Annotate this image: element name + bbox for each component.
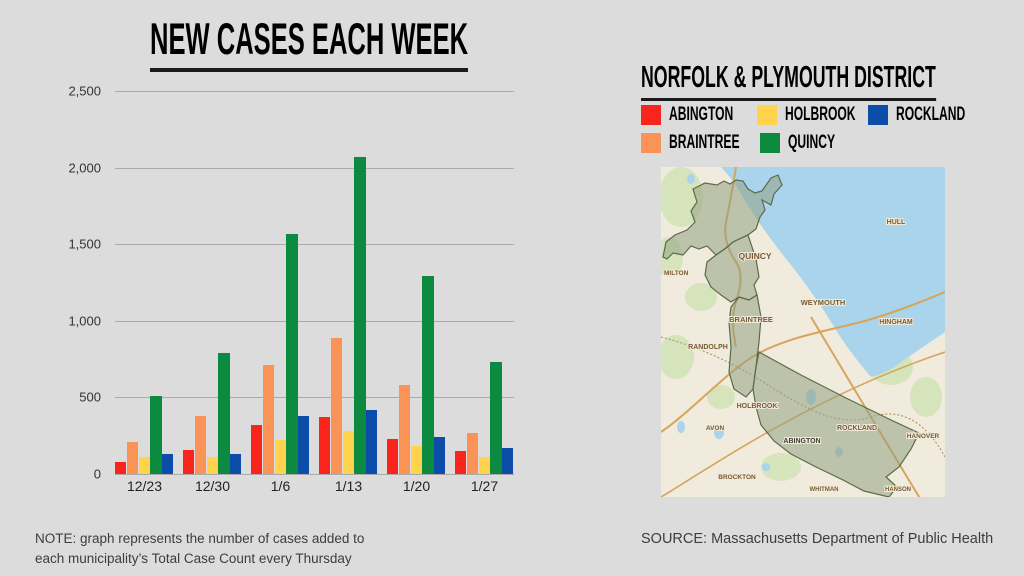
svg-text:AVON: AVON bbox=[706, 425, 725, 432]
svg-text:HANSON: HANSON bbox=[885, 487, 911, 493]
svg-text:BROCKTON: BROCKTON bbox=[718, 474, 756, 481]
svg-text:WHITMAN: WHITMAN bbox=[810, 487, 839, 493]
svg-text:WEYMOUTH: WEYMOUTH bbox=[801, 298, 846, 307]
svg-text:MILTON: MILTON bbox=[664, 270, 689, 277]
svg-text:HOLBROOK: HOLBROOK bbox=[737, 403, 778, 410]
svg-text:ABINGTON: ABINGTON bbox=[783, 438, 820, 445]
svg-text:HANOVER: HANOVER bbox=[907, 433, 940, 440]
svg-text:QUINCY: QUINCY bbox=[738, 251, 771, 261]
svg-text:HULL: HULL bbox=[887, 219, 906, 226]
svg-text:ROCKLAND: ROCKLAND bbox=[837, 425, 877, 432]
svg-text:RANDOLPH: RANDOLPH bbox=[688, 344, 728, 351]
svg-text:BRAINTREE: BRAINTREE bbox=[729, 315, 773, 324]
svg-text:HINGHAM: HINGHAM bbox=[879, 319, 913, 326]
